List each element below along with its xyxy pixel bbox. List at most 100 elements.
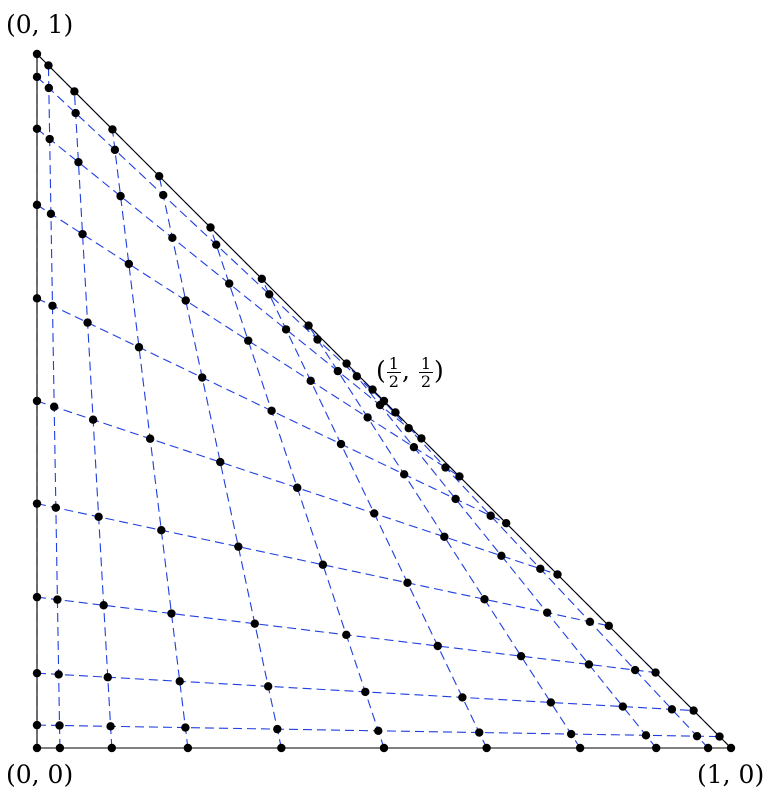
mesh-node	[293, 483, 302, 492]
mesh-node	[49, 402, 59, 411]
mesh-node	[167, 609, 176, 618]
mesh-node	[318, 560, 328, 569]
label-midpoint: (1 2, 1 2)	[376, 355, 444, 390]
mesh-node	[124, 259, 134, 269]
midpoint-comma: ,	[401, 356, 410, 385]
mesh-node	[379, 396, 389, 406]
mesh-node	[703, 743, 713, 753]
mesh-node	[585, 617, 595, 626]
mesh-node	[99, 601, 108, 610]
mesh-node	[32, 743, 42, 753]
mesh-node	[107, 743, 117, 753]
mesh-node	[134, 343, 144, 352]
mesh-node	[404, 423, 413, 433]
mesh-node	[451, 494, 460, 504]
mesh-node	[267, 406, 276, 415]
mesh-node	[265, 290, 274, 299]
label-vertex-origin: (0, 0)	[6, 760, 74, 789]
mesh-node	[486, 511, 495, 520]
mesh-node	[44, 61, 53, 70]
mesh-node	[281, 325, 291, 334]
mesh-node	[277, 743, 286, 753]
mesh-node	[32, 720, 42, 730]
mesh-node	[168, 233, 177, 243]
mesh-node	[553, 570, 562, 579]
mesh-node	[103, 673, 112, 682]
mesh-node	[206, 223, 215, 232]
mesh-node	[51, 503, 61, 512]
mesh-node	[458, 693, 467, 702]
mesh-node	[46, 209, 56, 219]
mesh-node	[497, 551, 506, 560]
mesh-node	[336, 439, 346, 449]
mesh-node	[32, 668, 42, 678]
mesh-node	[304, 321, 313, 330]
mesh-node	[667, 705, 677, 714]
mesh-node	[417, 434, 426, 443]
mesh-node	[106, 722, 115, 731]
mesh-node	[363, 413, 372, 422]
mesh-node	[32, 124, 42, 134]
mesh-node	[53, 595, 62, 604]
mesh-node	[145, 434, 155, 443]
fraction-numerator: 1	[386, 354, 401, 373]
mesh-node	[48, 301, 57, 310]
mesh-node	[175, 677, 184, 686]
mesh-node	[333, 366, 343, 376]
mesh-node	[32, 200, 42, 210]
mesh-node	[440, 532, 449, 541]
mesh-node	[501, 518, 511, 528]
mesh-node	[32, 499, 42, 508]
mesh-node	[403, 578, 412, 588]
mesh-node	[157, 526, 166, 535]
mesh-node	[692, 731, 702, 741]
mesh-node	[542, 608, 552, 617]
mesh-node	[94, 512, 103, 522]
mesh-node	[234, 542, 243, 551]
mesh-node	[399, 470, 409, 479]
mesh-node	[575, 743, 585, 753]
mesh-node	[618, 702, 628, 711]
mesh-node	[55, 721, 64, 730]
mesh-node	[116, 191, 125, 201]
mesh-node	[480, 595, 489, 604]
mesh-node	[566, 729, 576, 739]
mesh-node	[651, 668, 660, 677]
mesh-node	[441, 463, 450, 472]
mesh-node	[604, 621, 614, 631]
mesh-node	[516, 651, 526, 661]
mesh-node	[32, 294, 42, 303]
mesh-node	[71, 108, 80, 118]
mesh-node	[263, 682, 273, 691]
mesh-node	[306, 376, 315, 386]
mesh-node	[361, 687, 370, 697]
mesh-node	[32, 72, 42, 82]
mesh-node	[455, 472, 464, 481]
mesh-node	[352, 372, 362, 381]
mesh-node	[108, 125, 117, 134]
mesh-node	[536, 564, 545, 573]
mesh-node	[409, 442, 419, 452]
mesh-node	[45, 134, 54, 144]
fraction-denominator: 2	[420, 372, 432, 391]
mesh-node	[342, 359, 351, 368]
mesh-node	[159, 190, 168, 200]
mesh-node	[244, 336, 253, 345]
mesh-node	[433, 641, 442, 651]
mesh-node	[70, 87, 79, 96]
label-vertex-right: (1, 0)	[697, 760, 765, 789]
mesh-node	[257, 274, 267, 284]
mesh-node	[370, 509, 379, 518]
mesh-node	[181, 296, 190, 305]
mesh-node	[374, 726, 383, 736]
mesh-node	[32, 396, 42, 406]
mesh-node	[88, 415, 98, 424]
mesh-node	[32, 49, 42, 59]
mesh-node	[54, 670, 63, 679]
mesh-node	[342, 630, 351, 640]
mesh-node	[225, 279, 234, 288]
mesh-node	[110, 145, 120, 155]
